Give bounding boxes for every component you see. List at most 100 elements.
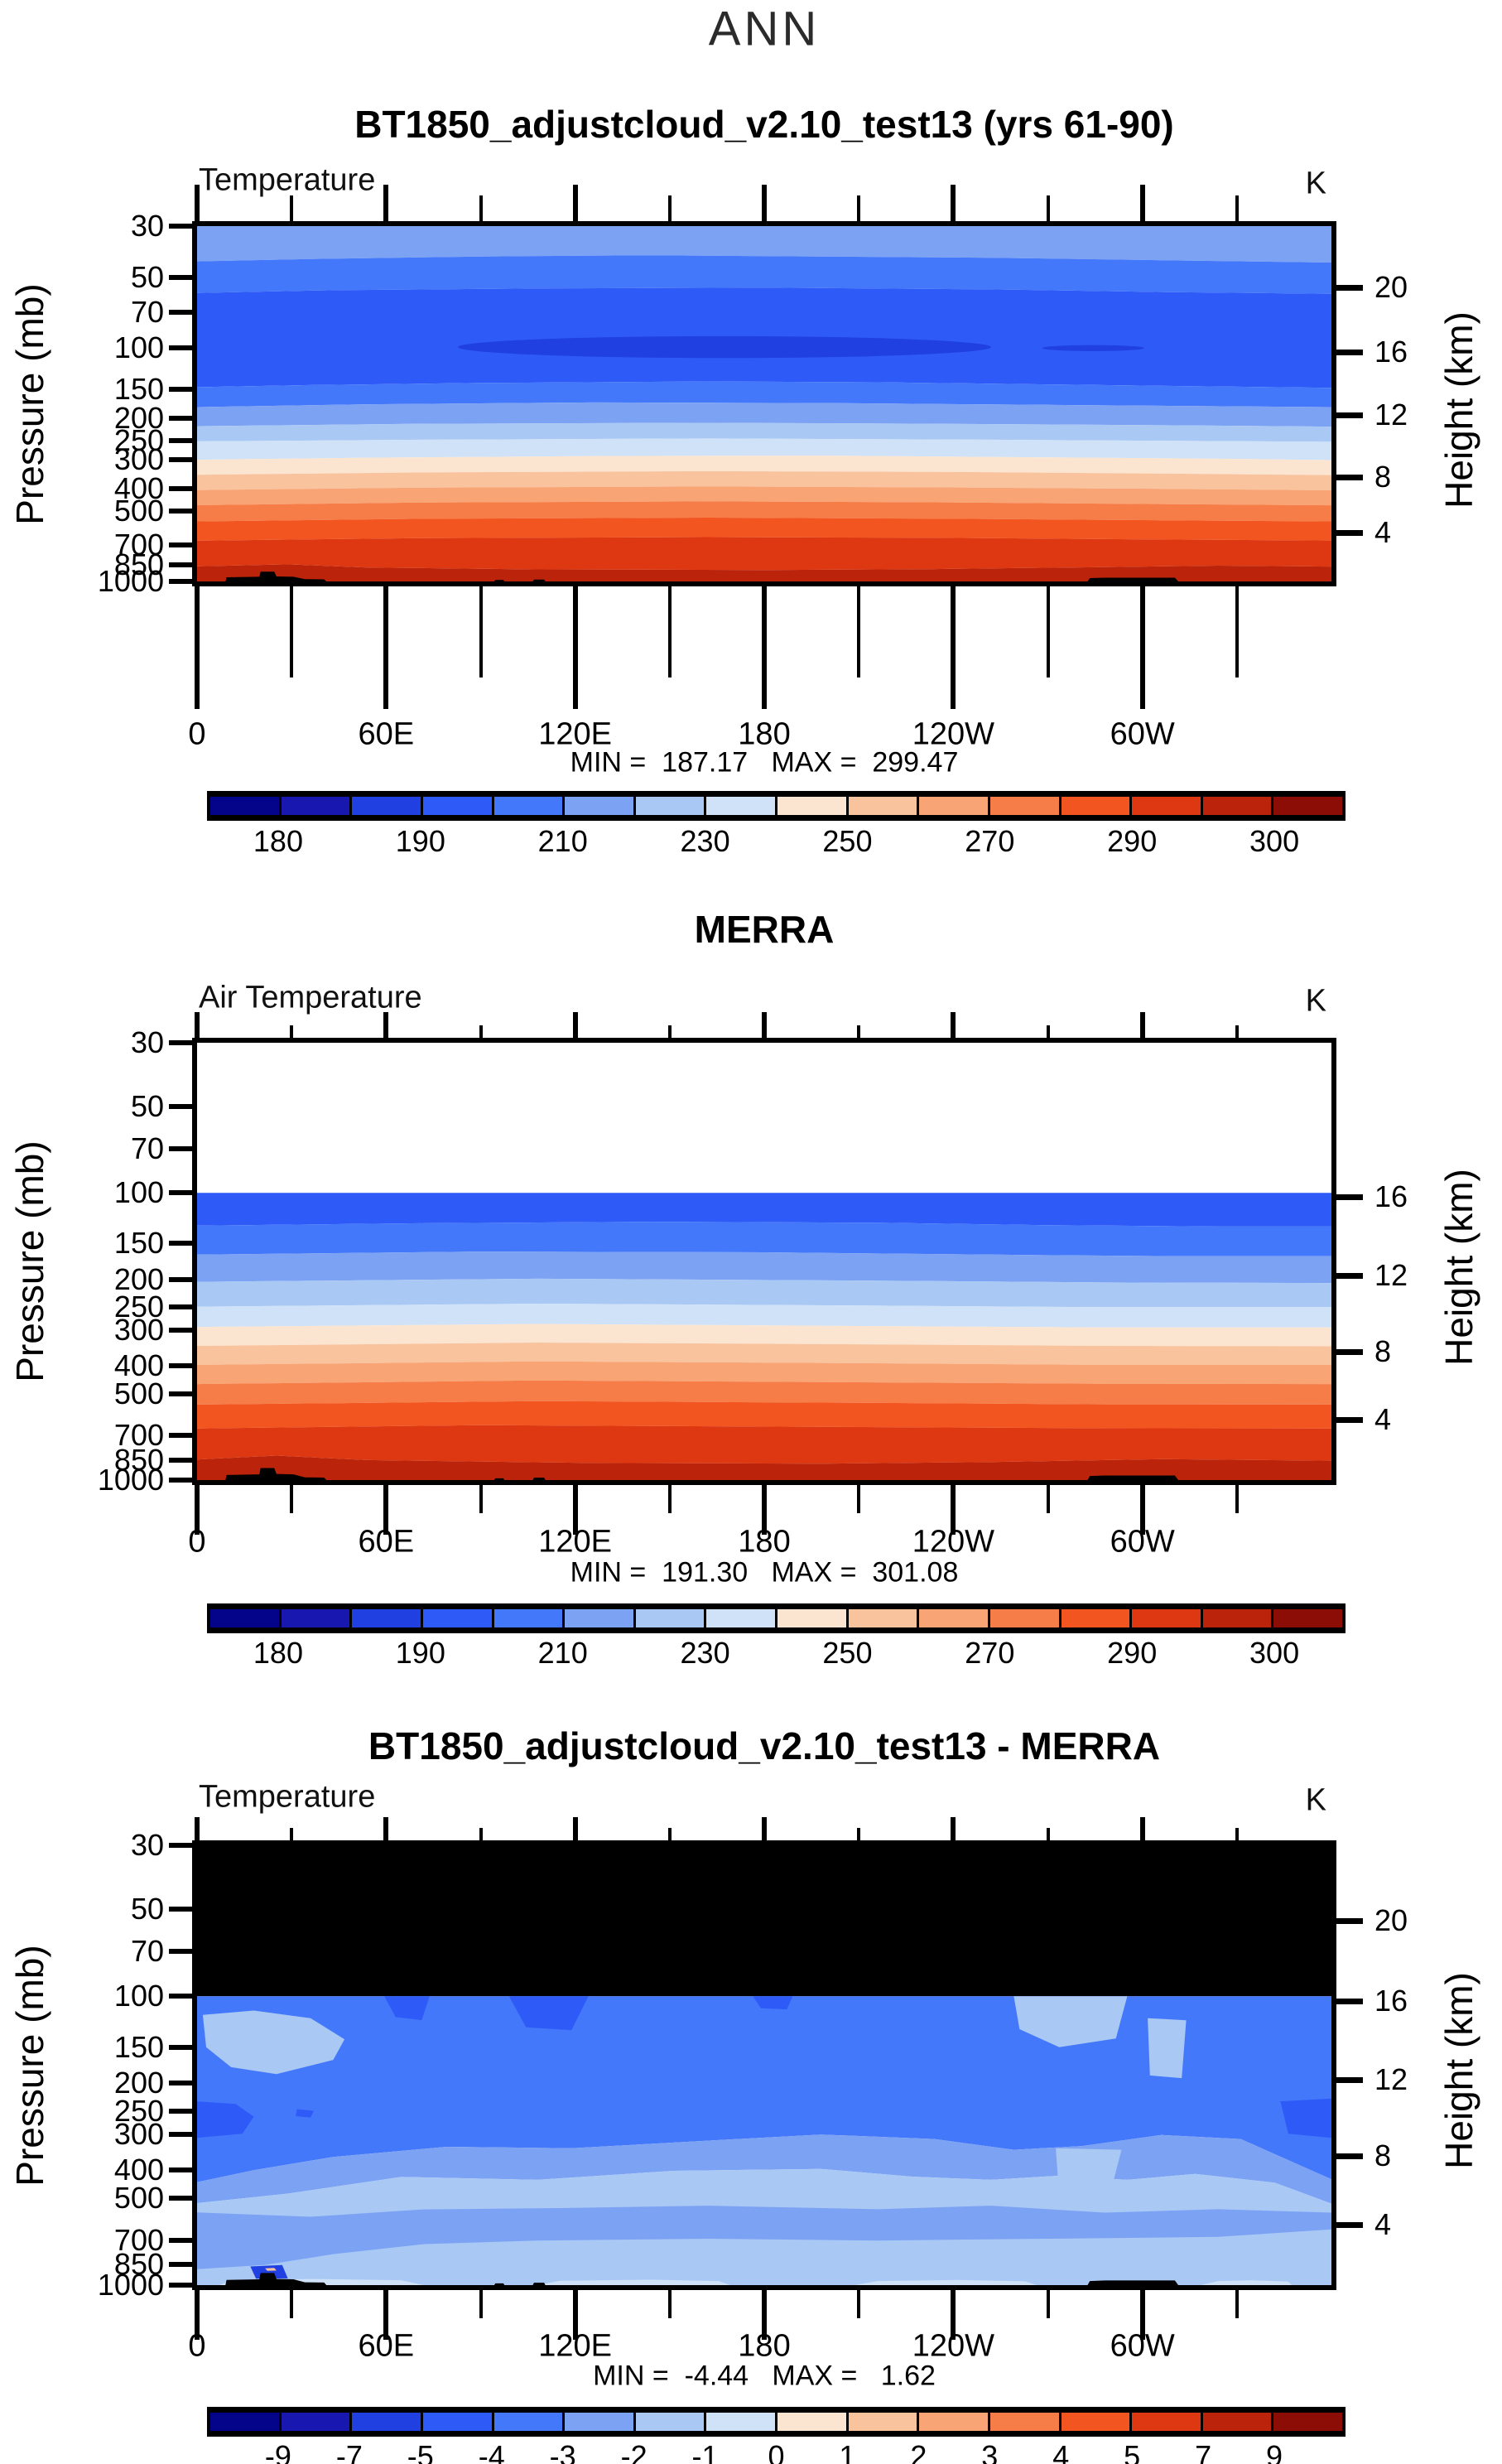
- panel-1-pressure-tick: [169, 485, 197, 491]
- panel-1-height-tick: [1331, 412, 1363, 419]
- panel-2-x-major-tick: [762, 1012, 767, 1039]
- panel-1-x-major-tick: [572, 185, 578, 223]
- panel-2-contour-band: [197, 1455, 1331, 1480]
- panel-2-colorbar-label: 230: [680, 1636, 730, 1670]
- panel-3-contour-patch: [1148, 2018, 1187, 2079]
- panel-3-pressure-tick-label: 50: [130, 1892, 164, 1926]
- panel-2-height-tick: [1331, 1417, 1363, 1424]
- panel-3-colorbar-label: 0: [768, 2439, 785, 2464]
- panel-2-contour-band: [197, 1380, 1331, 1405]
- panel-3-x-minor-tick: [1235, 1828, 1239, 1842]
- panel-2-colorbar-segment-6: [633, 1609, 705, 1627]
- panel-1-colorbar-segment-2: [349, 797, 421, 815]
- panel-3-pressure-tick-label: 100: [113, 1979, 164, 2013]
- panel-1-colorbar-segment-12: [1058, 797, 1130, 815]
- panel-2-contour-band: [197, 1324, 1331, 1347]
- panel-2-contour-band: [197, 1401, 1331, 1429]
- panel-3-plot-area: [197, 1845, 1331, 2285]
- panel-2-x-major-tick: [1139, 1483, 1145, 1535]
- panel-1-height-tick: [1331, 284, 1363, 291]
- panel-3-colorbar-label: -2: [620, 2439, 647, 2464]
- panel-2-field-label: Air Temperature: [199, 980, 422, 1015]
- panel-2-x-major-tick: [572, 1012, 578, 1039]
- panel-3-colorbar-label: -1: [691, 2439, 719, 2464]
- panel-3-x-minor-tick: [1046, 2288, 1050, 2318]
- panel-2-pressure-tick-label: 850: [113, 1442, 164, 1477]
- panel-1-x-minor-tick: [667, 195, 672, 223]
- panel-1-terrain-shape: [493, 580, 505, 581]
- panel-2-x-major-tick: [762, 1483, 767, 1535]
- panel-1-terrain-shape: [225, 571, 327, 581]
- panel-3-x-major-tick: [195, 2288, 200, 2340]
- panel-3-height-tick-label: 20: [1374, 1903, 1408, 1938]
- panel-1-pressure-tick-label: 50: [130, 260, 164, 295]
- panel-1-height-tick-label: 12: [1374, 398, 1408, 432]
- panel-1-x-minor-tick: [1235, 585, 1239, 677]
- panel-3-height-axis-label: Height (km): [1437, 1972, 1480, 2169]
- panel-1-x-major-tick: [572, 585, 578, 709]
- panel-1-contour-band: [197, 381, 1331, 407]
- panel-2-terrain-shape: [493, 1478, 505, 1480]
- panel-2-contour-band: [197, 1304, 1331, 1328]
- panel-1-colorbar-label: 300: [1249, 824, 1300, 858]
- panel-1-x-major-tick: [762, 185, 767, 223]
- panel-2-x-tick-label: 60W: [1110, 1524, 1175, 1560]
- panel-2-x-minor-tick: [667, 1025, 672, 1039]
- panel-1-contour-band: [197, 486, 1331, 506]
- panel-2-plot-area: [197, 1043, 1331, 1480]
- panel-3-x-tick-label: 180: [738, 2328, 791, 2364]
- panel-1-x-major-tick: [951, 585, 956, 709]
- panel-2-x-tick-label: 120E: [538, 1524, 613, 1560]
- panel-1-pressure-tick: [169, 542, 197, 548]
- panel-3-x-minor-tick: [479, 1828, 483, 1842]
- panel-2-colorbar-segment-7: [704, 1609, 775, 1627]
- panel-3-height-tick-label: 8: [1374, 2138, 1392, 2172]
- panel-1-plot-area: [197, 226, 1331, 581]
- panel-1-pressure-tick: [169, 224, 197, 229]
- panel-3-x-major-tick: [383, 1817, 389, 1842]
- panel-3-contour-patch: [250, 2264, 288, 2279]
- panel-3-contour-patch: [1056, 2148, 1122, 2196]
- panel-2-pressure-tick: [169, 1103, 197, 1109]
- panel-1-unit-label: K: [1305, 166, 1326, 201]
- panel-3-colorbar-segment-0: [210, 2413, 279, 2431]
- panel-3-x-major-tick: [195, 1817, 200, 1842]
- panel-1-x-major-tick: [762, 585, 767, 709]
- panel-1-x-major-tick: [383, 185, 389, 223]
- panel-3-contour-patch: [296, 2109, 315, 2118]
- panel-3-title: BT1850_adjustcloud_v2.10_test13 - MERRA: [368, 1724, 1161, 1767]
- panel-1-x-tick-label: 60E: [358, 716, 415, 752]
- panel-2-x-major-tick: [951, 1483, 956, 1535]
- panel-2-pressure-tick: [169, 1040, 197, 1045]
- panel-2-x-minor-tick: [290, 1483, 294, 1513]
- panel-2-pressure-tick: [169, 1478, 197, 1483]
- panel-1-pressure-tick: [169, 345, 197, 351]
- panel-3-colorbar-segment-3: [420, 2413, 492, 2431]
- panel-1-pressure-tick-label: 70: [130, 294, 164, 329]
- panel-3-colorbar-label: 9: [1266, 2439, 1283, 2464]
- panel-2-colorbar-label: 190: [395, 1636, 445, 1670]
- panel-3-x-minor-tick: [1235, 2288, 1239, 2318]
- panel-3-pressure-tick-label: 1000: [97, 2268, 164, 2302]
- panel-3-pressure-tick: [169, 2109, 197, 2114]
- panel-3-height-tick: [1331, 2221, 1363, 2228]
- panel-1-x-minor-tick: [667, 585, 672, 677]
- panel-3-colorbar-label: 1: [839, 2439, 856, 2464]
- panel-2-colorbar-label: 210: [537, 1636, 588, 1670]
- panel-2-pressure-tick: [169, 1276, 197, 1282]
- panel-3-pressure-tick: [169, 2131, 197, 2137]
- panel-2-x-tick-label: 0: [188, 1524, 206, 1560]
- panel-1-height-tick-label: 8: [1374, 459, 1392, 494]
- panel-3-colorbar: [207, 2407, 1346, 2437]
- panel-2-pressure-tick: [169, 1241, 197, 1246]
- panel-1-minmax: MIN = 187.17 MAX = 299.47: [570, 746, 959, 779]
- page-title: ANN: [708, 2, 821, 56]
- panel-1-colorbar-label: 180: [253, 824, 303, 858]
- panel-1-pressure-tick-label: 500: [113, 494, 164, 528]
- panel-1-colorbar-segment-10: [917, 797, 988, 815]
- panel-2-contour-band: [197, 1425, 1331, 1464]
- panel-1-pressure-tick: [169, 438, 197, 444]
- panel-1-pressure-tick: [169, 579, 197, 584]
- panel-1-colorbar-label: 230: [680, 824, 730, 858]
- panel-3-x-minor-tick: [290, 1828, 294, 1842]
